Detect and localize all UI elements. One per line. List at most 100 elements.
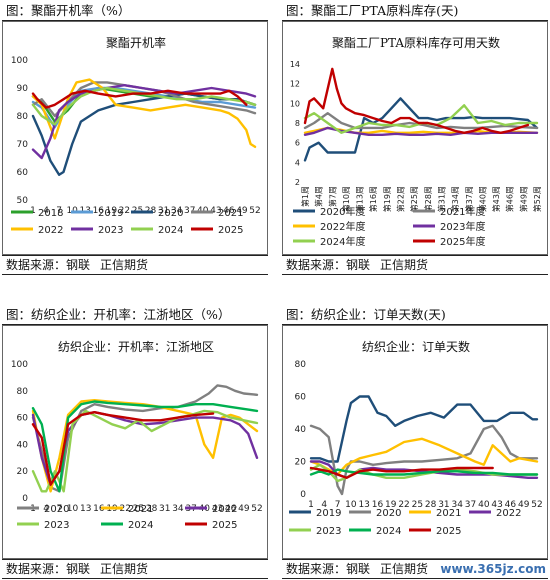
x-tick-label: 34 bbox=[452, 500, 464, 510]
x-tick-label: 22 bbox=[398, 500, 409, 510]
x-tick-label: 46 bbox=[223, 206, 235, 216]
watermark: www.365jz.com bbox=[440, 562, 546, 576]
x-tick-label: 16 bbox=[372, 500, 384, 510]
x-tick-label: 37 bbox=[184, 206, 195, 216]
y-tick-label: 6 bbox=[295, 139, 300, 148]
x-tick-label: 13 bbox=[358, 500, 369, 510]
y-tick-label: 0 bbox=[300, 490, 306, 500]
x-tick-label: 第1周 bbox=[300, 186, 310, 207]
y-tick-label: 40 bbox=[295, 425, 307, 435]
legend-label: 2025 bbox=[218, 225, 243, 236]
legend-label: 2025 bbox=[212, 520, 237, 531]
chart-box: 聚酯工厂PTA原料库存可用天数 2 4 6 8 10 12 14 第1周 第4周 第7周 第10周第… bbox=[282, 21, 548, 255]
y-tick-label: 40 bbox=[17, 440, 29, 450]
legend-label: 2023 bbox=[44, 520, 69, 531]
source-label: 数据来源：钢联 bbox=[286, 562, 371, 576]
legend-label: 2020 bbox=[44, 504, 69, 515]
x-tick-label: 4 bbox=[43, 206, 49, 216]
x-tick-label: 第37周 bbox=[464, 186, 474, 212]
chart-panel-textile-run-rate: 图：纺织企业：开机率：江浙地区（%） 纺织企业：开机率：江浙地区 0 20 40 60… bbox=[2, 305, 268, 579]
source-label: 数据来源：钢联 bbox=[6, 258, 91, 272]
x-tick-label: 19 bbox=[106, 206, 118, 216]
series-line-2025 bbox=[31, 89, 248, 109]
y-tick-label: 2 bbox=[295, 178, 300, 187]
x-tick-label: 49 bbox=[238, 504, 250, 514]
source-label: 数据来源：钢联 bbox=[286, 258, 371, 272]
series-line-2020年度 bbox=[303, 97, 539, 162]
chart-panel-textile-order-days: 图：纺织企业：订单天数(天) 纺织企业：订单天数 0 20 40 60 80 1 4 7 10 1… bbox=[282, 305, 548, 579]
chart-panel-polyester-run-rate: 图：聚酯开机率（%） 聚酯开机率 50607080901001471013161… bbox=[2, 1, 268, 275]
x-tick-label: 16 bbox=[93, 504, 105, 514]
chart-title: 聚酯开机率 bbox=[105, 36, 166, 50]
source-label: 数据来源：钢联 bbox=[6, 562, 91, 576]
x-tick-label: 7 bbox=[56, 206, 62, 216]
x-tick-label: 25 bbox=[412, 500, 423, 510]
x-tick-label: 28 bbox=[146, 504, 158, 514]
x-tick-label: 7 bbox=[56, 504, 62, 514]
legend-label: 2019 bbox=[316, 508, 341, 519]
x-tick-label: 31 bbox=[159, 504, 170, 514]
y-tick-label: 14 bbox=[290, 60, 300, 69]
chart-panel-pta-inventory: 图：聚酯工厂PTA原料库存(天) 聚酯工厂PTA原料库存可用天数 2 4 6 8 10 1… bbox=[282, 1, 548, 275]
legend-label: 2022年度 bbox=[320, 220, 365, 233]
x-tick-label: 4 bbox=[321, 500, 327, 510]
series-line-2021年度 bbox=[303, 111, 539, 130]
series-line-2025年度 bbox=[303, 67, 530, 135]
y-tick-label: 80 bbox=[295, 360, 307, 370]
x-tick-label: 第52周 bbox=[532, 186, 542, 212]
panel-header: 图：纺织企业：订单天数(天) bbox=[282, 305, 548, 325]
y-tick-label: 8 bbox=[295, 119, 300, 128]
series-line-2019 bbox=[309, 395, 539, 463]
x-tick-label: 43 bbox=[210, 206, 221, 216]
y-tick-label: 80 bbox=[17, 112, 29, 122]
x-tick-label: 第34周 bbox=[450, 186, 460, 212]
x-tick-label: 4 bbox=[43, 504, 49, 514]
x-tick-label: 49 bbox=[236, 206, 248, 216]
x-tick-label: 第31周 bbox=[436, 186, 446, 212]
legend-label: 2019 bbox=[98, 208, 123, 219]
y-tick-label: 90 bbox=[17, 84, 29, 94]
series-line-2020 bbox=[309, 424, 539, 496]
x-tick-label: 31 bbox=[438, 500, 449, 510]
chart-box: 纺织企业：订单天数 0 20 40 60 80 1 4 7 10 13 16 19 22 25 28 31 34… bbox=[282, 325, 548, 559]
panel-header: 图：聚酯开机率（%） bbox=[2, 1, 268, 21]
x-tick-label: 46 bbox=[505, 500, 517, 510]
series-line-2025 bbox=[309, 466, 494, 480]
panel-source: 数据来源：钢联 正信期货 bbox=[2, 559, 268, 579]
legend-label: 2023 bbox=[316, 526, 341, 537]
x-tick-label: 第28周 bbox=[423, 186, 433, 212]
x-tick-label: 28 bbox=[425, 500, 437, 510]
x-tick-label: 34 bbox=[171, 206, 183, 216]
x-tick-label: 52 bbox=[249, 206, 260, 216]
legend-label: 2020 bbox=[376, 508, 401, 519]
series-line-2025 bbox=[31, 410, 215, 486]
chart-svg: 0204060801001471013161922252831343740434… bbox=[11, 360, 263, 531]
x-tick-label: 10 bbox=[67, 504, 79, 514]
legend-label: 2024年度 bbox=[320, 235, 365, 248]
legend-label: 2023年度 bbox=[440, 220, 485, 233]
y-tick-label: 12 bbox=[290, 80, 300, 89]
series-line-2024年度 bbox=[303, 104, 539, 135]
panel-source: 数据来源：钢联 正信期货 bbox=[282, 559, 548, 579]
x-tick-label: 46 bbox=[225, 504, 237, 514]
x-tick-label: 43 bbox=[491, 500, 502, 510]
legend-label: 2021 bbox=[218, 208, 243, 219]
x-tick-label: 16 bbox=[93, 206, 105, 216]
legend-label: 2018 bbox=[38, 208, 63, 219]
legend-label: 2020 bbox=[158, 208, 183, 219]
legend-label: 2021年度 bbox=[440, 205, 485, 218]
x-tick-label: 52 bbox=[251, 504, 262, 514]
y-tick-label: 60 bbox=[295, 393, 307, 403]
series-line-2024 bbox=[309, 468, 539, 476]
series-line-2024 bbox=[31, 86, 257, 126]
x-tick-label: 第22周 bbox=[396, 186, 406, 212]
x-tick-label: 第4周 bbox=[314, 186, 324, 207]
y-tick-label: 100 bbox=[11, 56, 28, 66]
chart-svg: 5060708090100147101316192225283134374043… bbox=[11, 56, 261, 236]
legend-label: 2025 bbox=[436, 526, 461, 537]
x-tick-label: 22 bbox=[119, 206, 130, 216]
x-tick-label: 第40周 bbox=[477, 186, 487, 212]
chart-title: 纺织企业：订单天数 bbox=[361, 340, 470, 354]
y-tick-label: 10 bbox=[290, 99, 300, 108]
